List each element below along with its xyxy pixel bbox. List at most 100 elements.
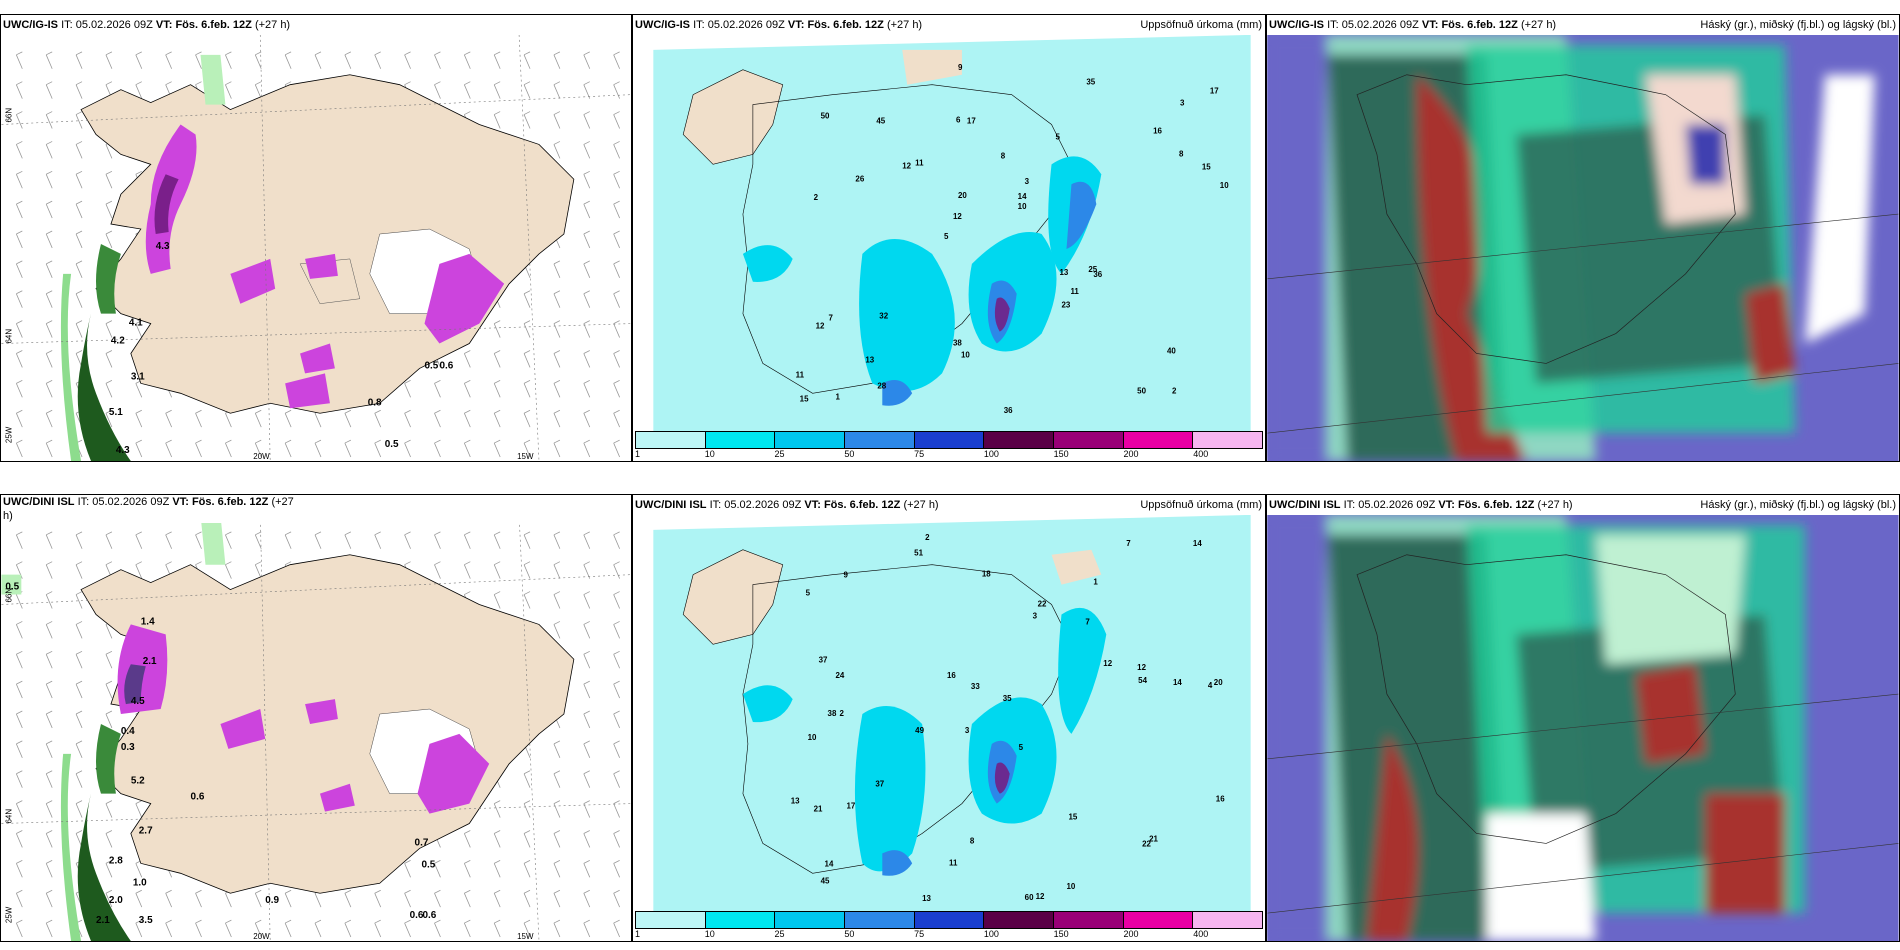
wind-barb (314, 531, 322, 549)
wind-barb (434, 919, 441, 938)
wind-barb (165, 889, 173, 908)
wind-barb (75, 650, 83, 669)
wind-map: 5.1 4.3 4.2 4.1 3.1 4.3 0.5 0.8 0.5 0.6 … (1, 15, 631, 461)
wind-barb (434, 439, 441, 458)
wind-barb (15, 260, 23, 278)
precip-value-label: 36 (1093, 270, 1102, 279)
wind-barb (583, 919, 591, 938)
wind-barb (493, 800, 501, 818)
wind-barb (75, 680, 83, 699)
wind-barb (493, 350, 501, 368)
wind-barb (583, 770, 591, 788)
wind-barb (195, 409, 202, 428)
precip-value-label: 14 (825, 859, 834, 868)
precip-value-label: 12 (902, 161, 911, 170)
wind-barb (15, 710, 23, 729)
wind-barb (493, 531, 501, 549)
wind-barb (45, 350, 53, 368)
wind-barb (254, 919, 262, 938)
precip-value-label: 38 (828, 709, 837, 718)
wind-barb (15, 860, 23, 878)
wind-barb (15, 170, 23, 189)
precip-value-label: 15 (1202, 162, 1211, 171)
precip-value-label: 20 (958, 191, 967, 200)
colorbar-segment (1123, 912, 1194, 928)
wind-barb (463, 531, 471, 549)
precip-value-label: 22 (1038, 600, 1047, 609)
wind-barb (374, 439, 382, 458)
precip-value-label: 11 (915, 158, 924, 167)
wind-barb (45, 409, 53, 428)
precip-value-label: 13 (922, 894, 931, 903)
wind-barb (583, 591, 591, 609)
wind-barb (135, 320, 143, 338)
wind-barb (45, 200, 53, 219)
cloud-map (1267, 495, 1899, 941)
precip-value-label: 3 (1033, 611, 1038, 620)
wind-barb (254, 889, 262, 908)
wind-barb (583, 830, 591, 848)
precip-value-label: 26 (855, 174, 864, 183)
wind-barb (314, 919, 322, 938)
precip-value-label: 15 (1068, 813, 1077, 822)
lon-label: 25W (4, 906, 13, 923)
precip-value-label: 50 (821, 112, 830, 121)
precip-value-label: 54 (1138, 676, 1147, 685)
wind-barb (463, 889, 471, 908)
wind-barb (45, 230, 53, 249)
precip-value-label: 7 (1126, 539, 1131, 548)
colorbar-tick-label: 50 (844, 929, 855, 939)
wind-barb (613, 230, 621, 249)
wind-barb (613, 350, 621, 368)
wind-barb (523, 290, 531, 308)
wind-barb (75, 260, 83, 278)
wind-barb (613, 409, 621, 428)
precip-value-label: 10 (961, 350, 970, 359)
wind-barb (105, 230, 113, 249)
colorbar-tick-label: 50 (844, 449, 855, 459)
wind-barb (45, 830, 53, 848)
wind-barb (15, 650, 23, 669)
value-label: 5.1 (109, 407, 123, 418)
wind-barb (613, 320, 621, 338)
colorbar-tick-label: 1 (635, 449, 641, 459)
wind-barb (374, 889, 382, 908)
precip-colorbar (635, 431, 1263, 449)
wind-barb (583, 800, 591, 818)
precip-value-label: 37 (819, 655, 828, 664)
wind-barb (523, 51, 531, 69)
precip-value-label: 32 (879, 312, 888, 321)
wind-barb (195, 531, 202, 549)
wind-barb (45, 680, 53, 699)
colorbar-tick-label: 200 (1123, 449, 1139, 459)
precip-value-label: 14 (1173, 678, 1182, 687)
value-label: 4.5 (131, 696, 145, 707)
wind-barb (553, 290, 561, 308)
wind-barb (404, 439, 411, 458)
wind-barb (613, 141, 621, 159)
value-label: 2.1 (96, 915, 110, 926)
wind-barb (105, 51, 113, 69)
wind-barb (75, 320, 83, 338)
wind-barb (523, 919, 531, 938)
wind-barb (45, 621, 53, 639)
wind-barb (583, 111, 591, 129)
wind-barb (613, 290, 621, 308)
wind-barb (165, 531, 173, 549)
wind-barb (75, 740, 83, 758)
precip-value-label: 8 (1001, 151, 1006, 160)
wind-barb (553, 591, 561, 609)
value-label: 1.0 (133, 877, 147, 888)
precip-value-label: 33 (971, 682, 980, 691)
colorbar-segment (914, 912, 985, 928)
wind-barb (45, 170, 53, 189)
wind-barb (553, 81, 561, 99)
wind-barb (15, 919, 23, 938)
wind-barb (225, 919, 232, 938)
wind-barb (45, 290, 53, 308)
wind-barb (613, 740, 621, 758)
panel-cloud-cover-dini: UWC/DINI ISL IT: 05.02.2026 09Z VT: Fös.… (1266, 494, 1900, 942)
wind-barb (583, 170, 591, 189)
value-label: 2.1 (143, 656, 157, 667)
wind-barb (284, 439, 292, 458)
